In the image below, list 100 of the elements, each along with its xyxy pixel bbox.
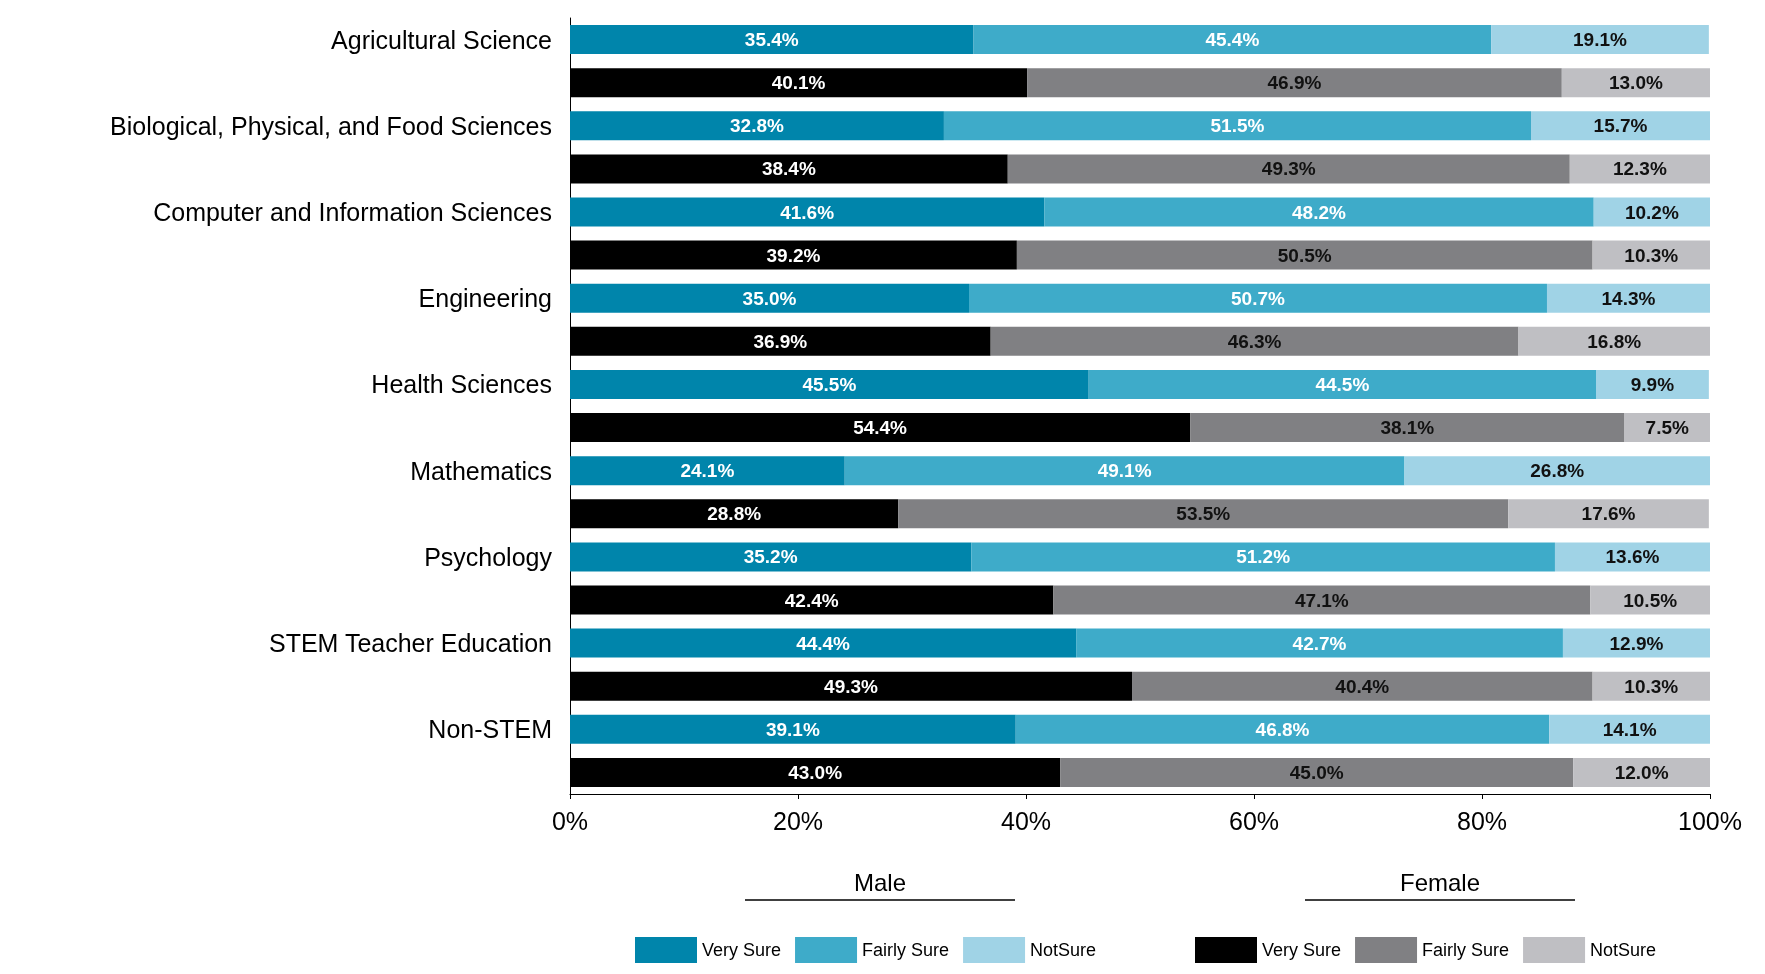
y-tick-label: Computer and Information Sciences [153, 198, 552, 226]
data-label: 35.2% [743, 546, 798, 568]
bar [570, 714, 1016, 744]
y-tick-label: Health Sciences [371, 370, 552, 399]
bar [1190, 413, 1625, 443]
data-label: 44.5% [1315, 373, 1370, 395]
bar [898, 499, 1509, 529]
bar [1044, 197, 1594, 227]
y-tick-label: STEM Teacher Education [268, 629, 552, 658]
data-label: 40.4% [1335, 675, 1390, 697]
data-label: 10.3% [1624, 675, 1679, 697]
legend-label: Fairly Sure [1422, 940, 1510, 960]
data-label: 51.5% [1210, 115, 1265, 137]
data-label: 41.6% [780, 201, 835, 223]
data-label: 42.4% [784, 589, 839, 611]
bar [570, 283, 969, 313]
data-label: 13.0% [1608, 72, 1663, 94]
legend-label: NotSure [1030, 940, 1097, 960]
data-label: 50.5% [1277, 244, 1332, 266]
bar [1016, 240, 1593, 270]
data-label: 14.1% [1602, 718, 1657, 740]
data-label: 48.2% [1292, 201, 1347, 223]
bar [570, 197, 1045, 227]
bar [570, 25, 974, 55]
data-label: 47.1% [1294, 589, 1349, 611]
bar [1027, 68, 1562, 98]
x-tick-label: 20% [772, 806, 824, 835]
bar [973, 25, 1492, 55]
data-label: 45.0% [1289, 761, 1344, 783]
data-label: 39.1% [765, 718, 820, 740]
bar [1561, 68, 1710, 98]
x-tick-label: 100% [1678, 806, 1742, 835]
bar [1088, 369, 1596, 399]
x-tick-label: 60% [1228, 806, 1280, 835]
data-label: 46.8% [1255, 718, 1310, 740]
bar [1546, 283, 1710, 313]
bar [844, 456, 1405, 486]
data-label: 49.1% [1097, 460, 1152, 482]
bar [570, 628, 1077, 658]
bar [570, 369, 1089, 399]
data-label: 9.9% [1630, 373, 1675, 395]
bar [943, 111, 1532, 141]
bar [990, 326, 1519, 356]
data-label: 49.3% [1261, 158, 1316, 180]
data-label: 19.1% [1573, 29, 1628, 51]
data-label: 35.0% [742, 287, 797, 309]
y-tick-label: Engineering [418, 284, 552, 313]
bar [1404, 456, 1710, 486]
bar [1007, 154, 1570, 184]
bar [1060, 757, 1574, 787]
data-label: 44.4% [796, 632, 851, 654]
bar [1569, 154, 1710, 184]
data-label: 12.3% [1612, 158, 1667, 180]
bar [1015, 714, 1550, 744]
data-label: 53.5% [1176, 503, 1231, 525]
data-label: 36.9% [753, 330, 808, 352]
data-label: 12.9% [1609, 632, 1664, 654]
data-label: 10.2% [1624, 201, 1679, 223]
data-label: 7.5% [1645, 417, 1690, 439]
data-label: 32.8% [730, 115, 784, 137]
text: Male [853, 868, 907, 896]
bar [570, 542, 972, 572]
data-label: 10.3% [1624, 244, 1679, 266]
data-label: 39.2% [766, 244, 821, 266]
data-label: 49.3% [824, 675, 879, 697]
bar [570, 456, 845, 486]
bar [1076, 628, 1563, 658]
bar [1132, 671, 1593, 701]
bar [1531, 111, 1710, 141]
data-label: 38.1% [1380, 417, 1435, 439]
data-label: 54.4% [853, 417, 908, 439]
data-label: 14.3% [1601, 287, 1656, 309]
data-label: 12.0% [1614, 761, 1669, 783]
legend-label: Fairly Sure [862, 940, 950, 960]
data-label: 24.1% [680, 460, 735, 482]
y-tick-label: Psychology [424, 542, 553, 571]
bar [1549, 714, 1710, 744]
data-label: 46.9% [1267, 72, 1322, 94]
bar [1053, 585, 1591, 615]
bar [1491, 25, 1709, 55]
data-label: 50.7% [1231, 287, 1286, 309]
data-label: 51.2% [1236, 546, 1291, 568]
data-label: 15.7% [1593, 115, 1648, 137]
bar [1573, 757, 1710, 787]
bar [570, 111, 944, 141]
bar [969, 283, 1547, 313]
data-label: 43.0% [788, 761, 843, 783]
text: Female [1399, 868, 1481, 896]
data-label: 26.8% [1530, 460, 1585, 482]
data-label: 45.5% [802, 373, 857, 395]
legend-label: Very Sure [702, 940, 782, 960]
data-label: 35.4% [744, 29, 799, 51]
data-label: 10.5% [1623, 589, 1678, 611]
bar [971, 542, 1555, 572]
y-tick-label: Non-STEM [428, 715, 552, 744]
data-label: 42.7% [1292, 632, 1347, 654]
legend-label: NotSure [1590, 940, 1657, 960]
y-tick-label: Agricultural Science [331, 25, 552, 54]
y-tick-label: Biological, Physical, and Food Sciences [110, 111, 552, 140]
bar [1518, 326, 1710, 356]
